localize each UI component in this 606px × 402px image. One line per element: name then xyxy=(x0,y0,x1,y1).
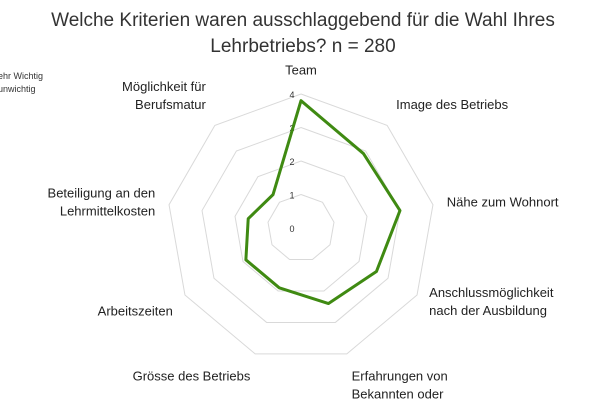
category-label-7: Beteiligung an den Lehrmittelkosten xyxy=(48,185,156,218)
category-label-3-line-1: nach der Ausbildung xyxy=(429,303,547,318)
category-label-3-line-0: Anschlussmöglichkeit xyxy=(429,285,554,300)
tick-label-2: 2 xyxy=(289,157,294,167)
chart-title-line-1: Welche Kriterien waren ausschlaggebend f… xyxy=(51,10,555,31)
category-label-5: Grösse des Betriebs xyxy=(133,369,251,384)
category-label-2: Nähe zum Wohnort xyxy=(447,194,559,209)
category-label-6-line-0: Arbeitszeiten xyxy=(98,304,173,319)
category-label-7-line-1: Lehrmittelkosten xyxy=(60,203,155,218)
grid-ring-1 xyxy=(267,193,335,260)
category-label-5-line-0: Grösse des Betriebs xyxy=(133,369,251,384)
category-label-0: Team xyxy=(285,63,317,78)
category-label-8: Möglichkeit für Berufsmatur xyxy=(122,79,206,112)
category-label-6: Arbeitszeiten xyxy=(98,304,173,319)
category-label-3: Anschlussmöglichkeit nach der Ausbildung xyxy=(429,285,554,318)
tick-label-4: 4 xyxy=(289,90,294,100)
tick-label-1: 1 xyxy=(289,191,294,201)
legend: ehr Wichtig unwichtig xyxy=(0,70,43,96)
grid-ring-4 xyxy=(168,93,434,355)
category-label-0-line-0: Team xyxy=(285,63,317,78)
category-label-1-line-0: Image des Betriebs xyxy=(396,97,509,112)
legend-entry-very-important: ehr Wichtig xyxy=(0,71,44,81)
category-label-4-line-0: Erfahrungen von xyxy=(352,369,448,384)
category-label-7-line-0: Beteiligung an den xyxy=(48,185,156,200)
legend-entry-unimportant: unwichtig xyxy=(0,84,36,94)
grid-ring-2 xyxy=(234,160,368,292)
grid-ring-3 xyxy=(201,126,401,323)
category-label-1: Image des Betriebs xyxy=(396,97,509,112)
category-label-8-line-1: Berufsmatur xyxy=(135,97,206,112)
category-label-8-line-0: Möglichkeit für xyxy=(122,79,206,94)
radar-category-labels: Team Image des Betriebs Nähe zum Wohnort An… xyxy=(48,63,559,402)
radar-series xyxy=(244,99,402,306)
chart-title: Welche Kriterien waren ausschlaggebend f… xyxy=(0,8,606,60)
chart-title-line-2: Lehrbetriebs? n = 280 xyxy=(210,36,396,57)
series-line xyxy=(244,99,402,306)
radar-grid xyxy=(168,93,434,355)
category-label-2-line-0: Nähe zum Wohnort xyxy=(447,194,559,209)
tick-label-0: 0 xyxy=(289,224,294,234)
category-label-4-line-1: Bekannten oder xyxy=(352,387,444,402)
